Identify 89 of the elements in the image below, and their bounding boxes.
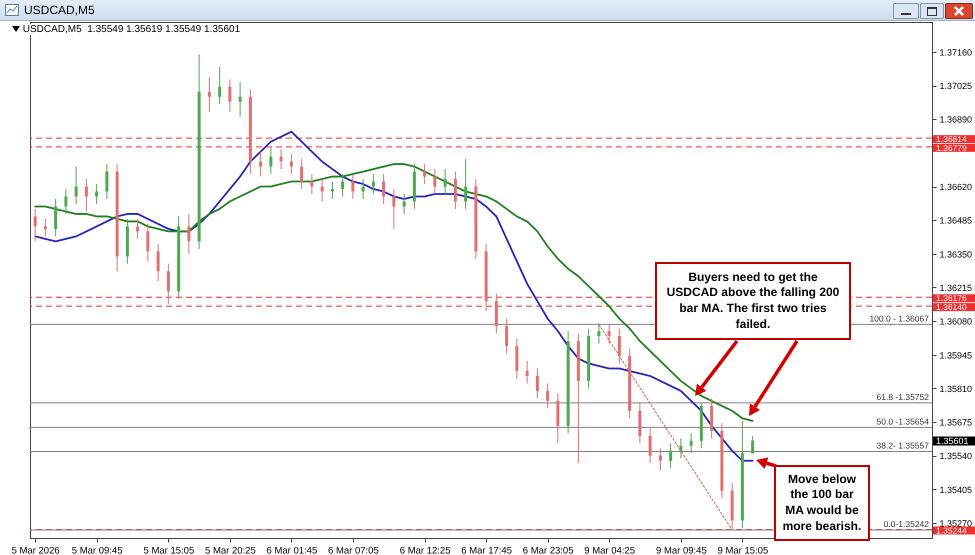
x-tick-label: 9 Mar 15:05	[718, 546, 768, 555]
x-tick-label: 5 Mar 20:25	[205, 546, 256, 555]
candlestick	[136, 218, 140, 240]
y-tick-label: 1.36620	[940, 182, 972, 192]
annotation: 50.0 -1.35654	[876, 416, 930, 426]
chart-title: USDCAD,M5	[24, 3, 95, 17]
candlestick	[64, 188, 68, 214]
annotation: Buyers need to get the USDCAD above the falling 200 bar MA. The first two tries failed.	[655, 262, 851, 340]
candlestick	[105, 164, 108, 200]
ref-line-label: 1.36814	[936, 134, 967, 144]
x-tick-label: 5 Mar 2026	[12, 546, 60, 555]
candlestick	[464, 158, 468, 210]
y-tick-label: 1.35945	[940, 350, 972, 360]
candlestick	[187, 213, 190, 254]
candlestick	[454, 171, 457, 210]
x-tick-label: 5 Mar 09:45	[72, 546, 122, 555]
ref-line-label: 1.36176	[936, 293, 967, 304]
annotation: Move below the 100 bar MA would be more bearish.	[774, 465, 870, 541]
candlestick	[290, 154, 293, 175]
candlestick	[597, 323, 600, 344]
y-tick-label: 1.35675	[940, 418, 972, 428]
chart-subtitle: USDCAD,M5 1.35549 1.35619 1.35549 1.35601	[22, 24, 240, 35]
y-tick-label: 1.36350	[940, 249, 972, 260]
candlestick	[526, 360, 529, 384]
candlestick	[392, 188, 396, 230]
candlestick	[402, 194, 406, 214]
y-tick-label: 1.37160	[940, 47, 972, 58]
candlestick	[433, 168, 436, 194]
candlestick	[679, 438, 682, 459]
candlestick	[44, 218, 47, 237]
x-tick-label: 9 Mar 09:45	[656, 546, 707, 555]
candlestick	[320, 178, 324, 202]
candlestick	[300, 158, 304, 190]
candlestick	[238, 81, 242, 118]
candlestick	[372, 174, 375, 194]
x-tick-label: 6 Mar 01:45	[266, 546, 318, 555]
ref-line-label: 1.36779	[936, 142, 967, 153]
candlestick	[658, 448, 662, 472]
y-tick-label: 1.35405	[940, 484, 972, 495]
candlestick	[536, 368, 539, 399]
x-tick-label: 6 Mar 23:05	[522, 546, 574, 555]
candlestick	[382, 174, 386, 204]
candlestick	[330, 181, 334, 200]
candlestick	[341, 174, 344, 197]
text: 1.35601	[936, 436, 969, 446]
candlestick	[608, 323, 611, 344]
candlestick	[218, 66, 222, 105]
x-tick-label: 5 Mar 15:05	[144, 546, 194, 555]
candlestick	[95, 184, 98, 204]
candlestick	[690, 432, 693, 454]
annotation: 38.2- 1.35557	[876, 440, 930, 450]
annotation: 0.0-1.35242	[884, 519, 930, 530]
candlestick	[546, 382, 550, 409]
y-tick-label: 1.36080	[940, 316, 972, 327]
y-tick-label: 1.36890	[940, 114, 972, 125]
candlestick	[146, 223, 150, 262]
candlestick	[751, 436, 754, 454]
annotation: 100.0 - 1.36067	[869, 313, 930, 324]
candlestick	[74, 166, 78, 204]
x-tick-label: 9 Mar 04:25	[584, 546, 635, 555]
x-tick-label: 6 Mar 12:25	[400, 546, 450, 555]
y-tick-label: 1.35540	[940, 451, 972, 462]
annotation: 61.8 -1.35752	[876, 392, 930, 402]
candlestick	[505, 318, 508, 354]
candlestick	[34, 208, 37, 242]
candlestick	[280, 148, 283, 170]
y-tick-label: 1.35810	[940, 384, 972, 394]
x-tick-label: 6 Mar 17:45	[461, 546, 512, 555]
candlestick	[618, 328, 621, 364]
y-tick-label: 1.37025	[940, 81, 972, 92]
candlestick	[228, 78, 232, 112]
candlestick	[444, 168, 447, 194]
y-tick-label: 1.36485	[940, 216, 972, 226]
candlestick	[208, 76, 211, 112]
candlestick	[310, 174, 314, 194]
x-tick-label: 6 Mar 07:05	[328, 546, 379, 555]
y-tick-label: 1.36215	[940, 282, 972, 293]
candlestick	[54, 198, 58, 237]
candlestick	[156, 243, 160, 282]
candlestick	[362, 178, 365, 200]
candlestick	[166, 263, 170, 304]
candlestick	[84, 178, 88, 212]
candlestick	[351, 174, 354, 200]
ref-line-label: 1.36140	[936, 302, 967, 312]
candlestick	[648, 428, 652, 464]
candlestick	[423, 164, 426, 185]
candlestick	[259, 151, 262, 178]
candlestick	[669, 442, 672, 469]
candlestick	[269, 146, 272, 175]
